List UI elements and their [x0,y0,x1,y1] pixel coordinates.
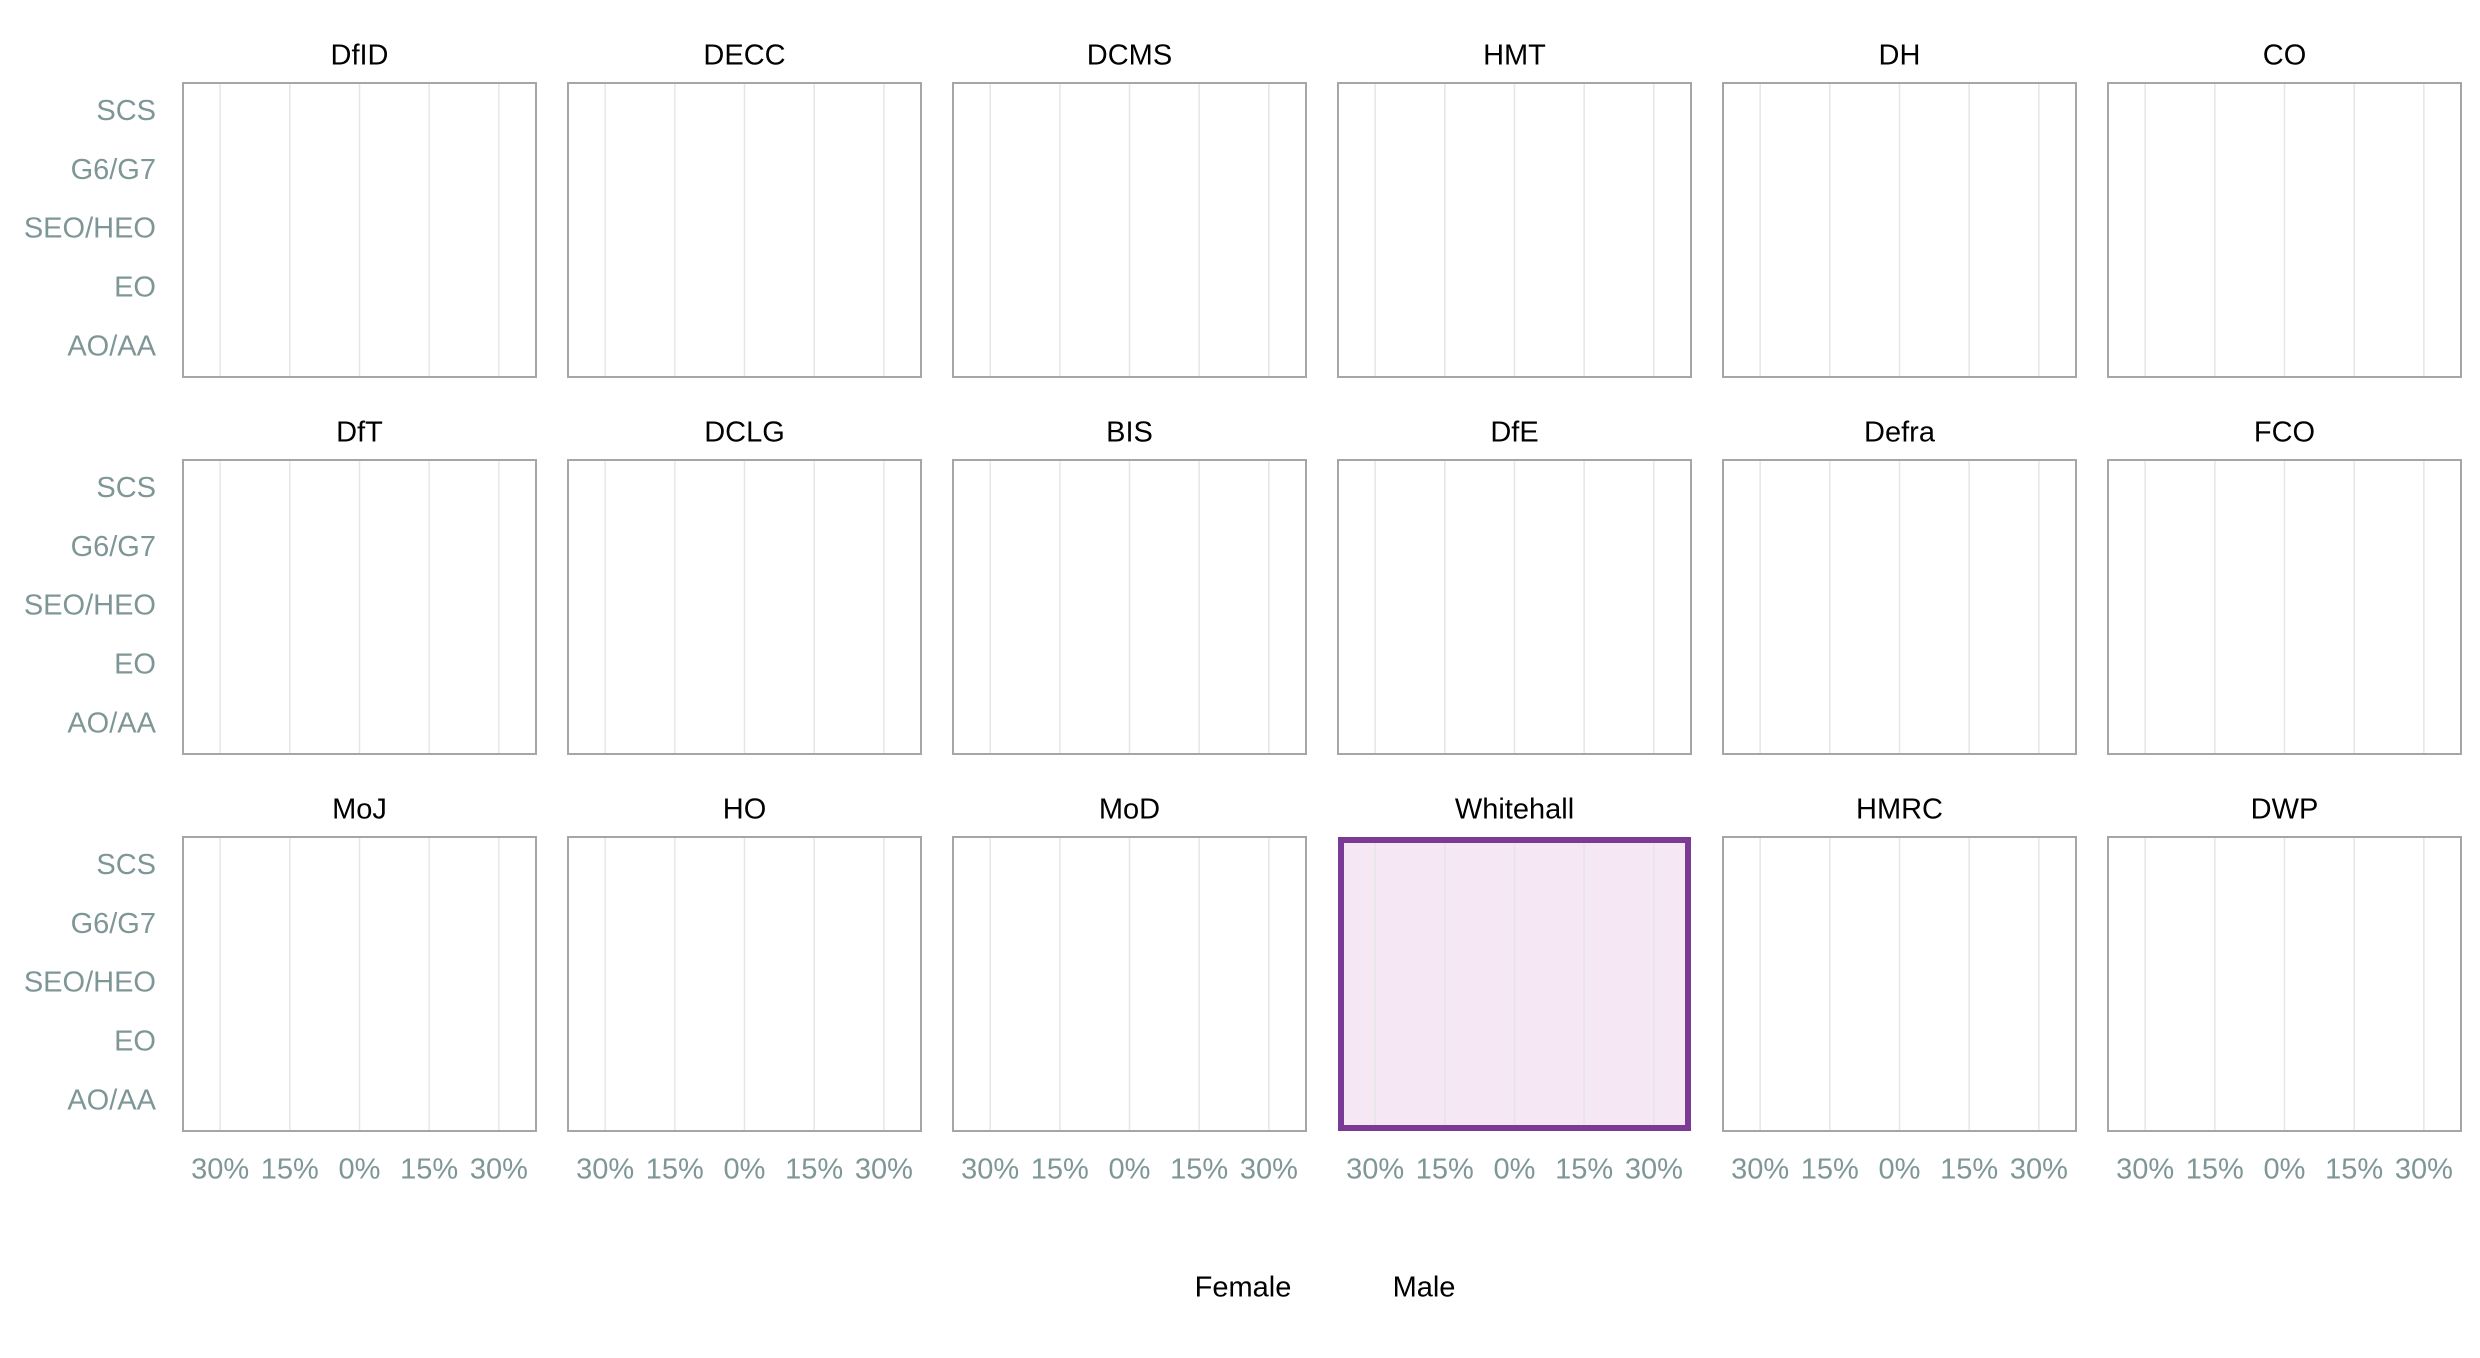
legend-entry: Male [1393,1272,1456,1304]
panel-frame [2107,836,2462,1132]
panel-title: Whitehall [1455,794,1574,826]
category-label: AO/AA [67,330,156,362]
x-tick-label: 0% [1109,1154,1151,1186]
x-tick-label: 30% [1346,1154,1404,1186]
x-tick-label: 15% [646,1154,704,1186]
x-tick-label: 30% [2010,1154,2068,1186]
category-label: SCS [96,95,156,127]
category-label: G6/G7 [71,908,156,940]
x-tick-label: 30% [961,1154,1019,1186]
panel-frame [567,836,922,1132]
panel-frame [182,836,537,1132]
category-label: AO/AA [67,707,156,739]
panel-title: DECC [703,40,785,72]
legend-entry: Female [1195,1272,1292,1304]
x-tick-label: 30% [1240,1154,1298,1186]
panel-title: BIS [1106,417,1153,449]
x-tick-label: 15% [1555,1154,1613,1186]
panel-frame [1722,459,2077,755]
panel-title: DH [1879,40,1921,72]
category-label: EO [114,271,156,303]
category-label: G6/G7 [71,154,156,186]
x-tick-label: 15% [1940,1154,1998,1186]
x-tick-label: 0% [724,1154,766,1186]
category-label: SEO/HEO [24,590,156,622]
panel-frame [1337,459,1692,755]
x-tick-label: 30% [576,1154,634,1186]
category-label: EO [114,648,156,680]
x-tick-label: 30% [2116,1154,2174,1186]
category-label: SEO/HEO [24,213,156,245]
panel-title: FCO [2254,417,2315,449]
panel-frame [182,82,537,378]
x-tick-label: 0% [2264,1154,2306,1186]
category-label: SCS [96,472,156,504]
panel-title: DfID [331,40,389,72]
x-tick-label: 30% [470,1154,528,1186]
panel-frame [952,82,1307,378]
category-label: AO/AA [67,1084,156,1116]
x-tick-label: 30% [2395,1154,2453,1186]
panel-title: DfT [336,417,383,449]
x-tick-label: 15% [2186,1154,2244,1186]
panel-frame [2107,82,2462,378]
x-tick-label: 0% [1494,1154,1536,1186]
panel-title: Defra [1864,417,1936,449]
panel-title: DCMS [1087,40,1172,72]
x-tick-label: 30% [1625,1154,1683,1186]
x-tick-label: 15% [1416,1154,1474,1186]
panel-title: CO [2263,40,2307,72]
panel-frame [567,459,922,755]
panel-title: DWP [2251,794,2319,826]
panel-title: MoD [1099,794,1160,826]
panel-frame [1722,836,2077,1132]
panel-title: DCLG [704,417,785,449]
panel-frame [567,82,922,378]
x-tick-label: 15% [400,1154,458,1186]
panel-title: HO [723,794,767,826]
panel-title: DfE [1490,417,1538,449]
category-label: SEO/HEO [24,967,156,999]
x-tick-label: 15% [1031,1154,1089,1186]
category-label: EO [114,1025,156,1057]
category-label: SCS [96,849,156,881]
category-label: G6/G7 [71,531,156,563]
panel-frame [952,459,1307,755]
panel-frame [1722,82,2077,378]
x-tick-label: 15% [1801,1154,1859,1186]
panel-frame [2107,459,2462,755]
x-tick-label: 30% [191,1154,249,1186]
panel-title: MoJ [332,794,387,826]
panel-frame [182,459,537,755]
x-tick-label: 15% [2325,1154,2383,1186]
x-tick-label: 30% [1731,1154,1789,1186]
panel-title: HMT [1483,40,1546,72]
x-tick-label: 0% [1879,1154,1921,1186]
x-tick-label: 15% [1170,1154,1228,1186]
x-tick-label: 15% [261,1154,319,1186]
x-tick-label: 30% [855,1154,913,1186]
panel-frame [1338,837,1691,1131]
panel-frame [1337,82,1692,378]
x-tick-label: 15% [785,1154,843,1186]
x-tick-label: 0% [339,1154,381,1186]
panel-frame [952,836,1307,1132]
panel-title: HMRC [1856,794,1943,826]
